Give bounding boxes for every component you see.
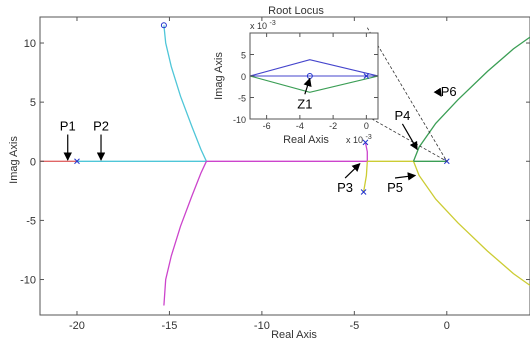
main-callout-label-4: P5 [387, 180, 403, 195]
main-y-tick-label-1: -5 [26, 215, 36, 227]
zoom-guide-line-0 [366, 27, 448, 162]
inset-pole-stroke-b-0 [363, 73, 370, 79]
inset-y-exponent: x 10 -3 [250, 20, 276, 31]
inset-y-tick-label-3: 5 [241, 51, 246, 61]
zoom-guide-line-1 [367, 115, 447, 162]
inset-callout-label-0: Z1 [297, 96, 312, 111]
main-callouts: P1 P2 P3 P4 P5 P6 [60, 84, 457, 195]
main-x-tick-label-2: -10 [254, 320, 270, 332]
main-pole-stroke-b-3 [360, 189, 367, 195]
main-locus-branch-5 [364, 142, 368, 162]
main-pole-stroke-b-0 [74, 158, 80, 165]
main-y-tick-label-4: 10 [24, 38, 36, 50]
main-y-ticks: -10 -5 0 5 10 [20, 38, 530, 287]
inset-x-exponent-power: -3 [366, 134, 372, 141]
main-zero-marker-0 [160, 22, 167, 29]
main-pole-marker-3 [360, 189, 367, 195]
zoom-guide-lines [366, 27, 448, 162]
inset-locus-branch-1 [250, 75, 378, 93]
inset-series-group [250, 59, 378, 93]
main-x-ticks: -20 -15 -10 -5 0 [69, 17, 450, 332]
main-locus-branch-6 [362, 161, 368, 193]
main-pole-marker-0 [74, 158, 80, 165]
inset-x-exponent-base: x 10 [346, 135, 363, 145]
main-locus-branch-9 [412, 161, 530, 286]
inset-pole-marker-0 [363, 73, 370, 79]
inset-y-tick-label-1: -5 [238, 94, 246, 104]
inset-x-tick-label-0: -6 [263, 121, 271, 131]
inset-x-exponent: x 10 -3 [346, 134, 372, 145]
inset-x-tick-label-3: 0 [364, 121, 369, 131]
main-locus-branch-8 [412, 36, 530, 162]
inset-x-axis-label: Real Axis [283, 134, 329, 146]
main-callout-label-0: P1 [60, 119, 76, 134]
main-callout-label-3: P4 [394, 108, 410, 123]
inset-y-ticks: -10 -5 0 5 [233, 51, 378, 125]
inset-callout-arrow-0 [303, 77, 312, 95]
inset-y-exponent-base: x 10 [250, 21, 267, 31]
main-callout-label-2: P3 [337, 180, 353, 195]
main-callout-arrow-2 [344, 163, 361, 179]
main-x-tick-label-3: -5 [349, 320, 359, 332]
main-x-tick-label-4: 0 [444, 320, 450, 332]
inset-callouts: Z1 [297, 77, 312, 111]
main-callout-arrow-5 [433, 87, 442, 97]
main-callout-arrow-3 [401, 123, 418, 151]
x-axis-label: Real Axis [271, 329, 317, 341]
main-y-tick-label-2: 0 [30, 156, 36, 168]
main-callout-label-5: P6 [441, 84, 457, 99]
main-pole-stroke-b-2 [362, 139, 369, 146]
inset-y-tick-label-2: 0 [241, 72, 246, 82]
main-pole-marker-2 [362, 139, 369, 146]
main-locus-branch-2 [163, 25, 207, 162]
main-x-tick-label-1: -15 [161, 320, 177, 332]
main-callout-label-1: P2 [93, 119, 109, 134]
inset-x-tick-label-2: -2 [329, 121, 337, 131]
inset-x-ticks: -6 -4 -2 0 [263, 33, 369, 131]
chart-title: Root Locus [268, 5, 324, 17]
main-locus-branch-3 [163, 161, 207, 306]
inset-y-exponent-power: -3 [270, 20, 276, 27]
inset-x-tick-label-1: -4 [296, 121, 304, 131]
main-x-tick-label-0: -20 [69, 320, 85, 332]
inset-locus-branch-0 [250, 59, 378, 77]
inset-y-tick-label-0: -10 [233, 115, 246, 125]
main-y-tick-label-3: 5 [30, 97, 36, 109]
y-axis-label: Imag Axis [8, 136, 20, 184]
main-series-group [40, 25, 530, 306]
main-callout-arrow-4 [394, 172, 417, 181]
inset-axes: -6 -4 -2 0 -10 -5 0 5 Z1 Real Axis Imag Axis x… [213, 20, 379, 146]
inset-y-axis-label: Imag Axis [213, 52, 225, 100]
main-y-tick-label-0: -10 [20, 275, 36, 287]
